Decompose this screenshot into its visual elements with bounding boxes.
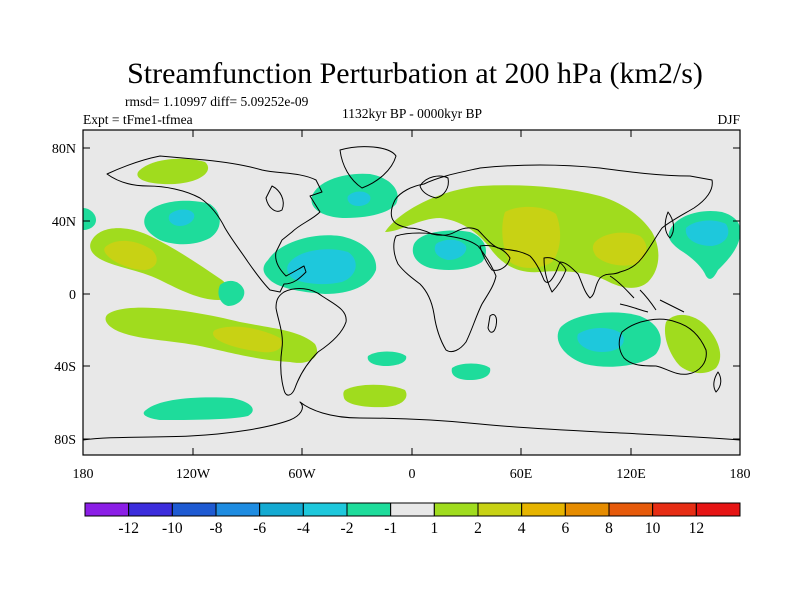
- x-tick-label: 0: [409, 467, 416, 482]
- colorbar-swatch: [84, 502, 130, 517]
- colorbar-label: 12: [689, 520, 705, 537]
- colorbar-label: -2: [341, 520, 354, 537]
- map-frame: [82, 129, 741, 456]
- x-tick-label: 120E: [616, 467, 646, 482]
- stats-label: rmsd= 1.10997 diff= 5.09252e-09: [125, 94, 309, 109]
- anomaly-region-east-pacific-core: [104, 240, 157, 270]
- colorbar-swatch: [302, 502, 348, 517]
- season-label: DJF: [717, 112, 740, 127]
- figure-title: Streamfunction Perturbation at 200 hPa (…: [127, 57, 703, 90]
- colorbar-label: 6: [561, 520, 569, 537]
- colorbar-label: -8: [210, 520, 223, 537]
- anomaly-region-south-atlantic-ridge: [343, 384, 407, 408]
- coastline-madagascar: [487, 313, 497, 333]
- colorbar-label: 10: [645, 520, 661, 537]
- anomaly-region-north-atlantic-core: [347, 191, 371, 206]
- colorbar-label: -10: [162, 520, 183, 537]
- coastline-new-zealand: [713, 371, 722, 393]
- anomaly-region-asia-core: [502, 206, 561, 268]
- anomaly-region-east-asia-core: [592, 232, 647, 266]
- x-axis-labels: 180 120W 60W 0 60E 120E 180: [73, 467, 751, 482]
- coastline-south-america: [275, 288, 347, 396]
- x-tick-label: 60E: [510, 467, 533, 482]
- anomaly-region-africa-core: [434, 239, 467, 260]
- coastline-japan: [664, 211, 675, 239]
- period-label: 1132kyr BP - 0000kyr BP: [342, 106, 482, 121]
- colorbar-swatch: [171, 502, 217, 517]
- anomaly-region-north-america-core: [287, 249, 356, 285]
- y-tick-label: 40N: [52, 215, 76, 230]
- colorbar-swatch: [564, 502, 610, 517]
- colorbar-swatch: [346, 502, 392, 517]
- anomaly-region-south-africa-trough: [451, 363, 491, 380]
- colorbar-swatch: [433, 502, 479, 517]
- anomaly-region-west-pacific-edge: [83, 208, 96, 230]
- y-tick-label: 80S: [54, 433, 76, 448]
- experiment-label: Expt = tFme1-tfmea: [83, 112, 193, 127]
- colorbar-label: -12: [118, 520, 139, 537]
- colorbar-label: 2: [474, 520, 482, 537]
- x-tick-label: 180: [73, 467, 94, 482]
- colorbar-label: -4: [297, 520, 310, 537]
- colorbar-label: 1: [430, 520, 438, 537]
- coastline-india: [543, 257, 567, 293]
- colorbar-swatch: [652, 502, 697, 517]
- map-ticks: [82, 130, 741, 455]
- coastline-antarctica: [83, 401, 740, 441]
- colorbar-label: 8: [605, 520, 613, 537]
- colorbar-label: -1: [384, 520, 397, 537]
- coastline-arabia: [479, 245, 511, 271]
- anomaly-contours: [83, 158, 740, 420]
- coastline-scandinavia: [419, 175, 449, 199]
- coastline-greenland: [339, 146, 397, 189]
- coastlines: [83, 146, 740, 441]
- coastline-hudson-bay: [265, 185, 284, 212]
- coastline-southeast-asia: [609, 275, 685, 313]
- y-tick-label: 0: [69, 288, 76, 303]
- colorbar-swatch: [390, 502, 435, 517]
- anomaly-region-south-atlantic-trough: [367, 351, 407, 366]
- anomaly-region-north-pacific-ridge: [137, 158, 209, 185]
- colorbar-label: -6: [253, 520, 266, 537]
- colorbar-swatch: [477, 502, 523, 517]
- anomaly-region-west-pacific-core: [685, 220, 729, 246]
- y-tick-label: 80N: [52, 142, 76, 157]
- colorbar: -12 -10 -8 -6 -4 -2 -1 1 2 4 6 8 10 12: [84, 502, 741, 537]
- y-tick-label: 40S: [54, 360, 76, 375]
- coastline-australia: [618, 318, 707, 375]
- x-tick-label: 180: [730, 467, 751, 482]
- colorbar-swatch: [608, 502, 654, 517]
- anomaly-region-australia-ridge: [664, 314, 721, 374]
- colorbar-swatch: [128, 502, 173, 517]
- x-tick-label: 60W: [288, 467, 316, 482]
- coastline-africa: [393, 232, 497, 353]
- anomaly-region-indian-ocean-core: [577, 328, 624, 352]
- anomaly-region-north-pacific-trough-core: [168, 209, 195, 226]
- y-axis-labels: 80N 40N 0 40S 80S: [52, 142, 76, 448]
- anomaly-region-south-pacific-core: [213, 326, 282, 353]
- colorbar-swatch: [521, 502, 566, 517]
- coastline-north-america: [106, 155, 323, 293]
- colorbar-swatch: [259, 502, 304, 517]
- map-panel: 80N 40N 0 40S 80S 180 120W 60W 0 60E 120…: [52, 129, 751, 482]
- anomaly-region-southern-ocean-trough: [143, 397, 253, 420]
- coastline-eurasia: [390, 164, 713, 299]
- colorbar-swatch: [695, 502, 741, 517]
- anomaly-region-tropical-pacific-trough: [218, 280, 245, 306]
- colorbar-swatch: [215, 502, 261, 517]
- x-tick-label: 120W: [176, 467, 211, 482]
- colorbar-label: 4: [518, 520, 526, 537]
